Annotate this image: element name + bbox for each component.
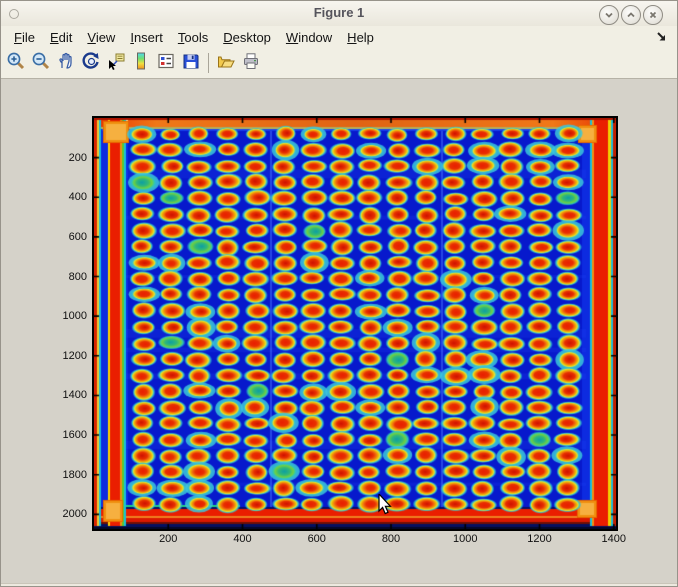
y-tick-label: 1400 bbox=[62, 389, 87, 402]
menu-insert[interactable]: Insert bbox=[130, 29, 163, 45]
window-title: Figure 1 bbox=[313, 5, 365, 20]
colorbar-icon bbox=[131, 51, 151, 76]
data-cursor-button[interactable] bbox=[105, 52, 126, 74]
y-tick-label: 800 bbox=[68, 270, 87, 283]
toolbar-separator bbox=[208, 53, 209, 73]
open-icon bbox=[216, 51, 236, 76]
zoom-in-icon bbox=[6, 51, 26, 76]
toolbar bbox=[1, 48, 677, 79]
titlebar[interactable]: Figure 1 bbox=[1, 1, 677, 27]
minimize-button[interactable] bbox=[599, 5, 619, 25]
y-tick-label: 400 bbox=[68, 191, 87, 204]
microplate-heatmap-image[interactable] bbox=[94, 118, 616, 529]
window-menu-icon[interactable] bbox=[9, 9, 19, 19]
save-button[interactable] bbox=[180, 52, 201, 74]
y-tick-label: 1600 bbox=[62, 429, 87, 442]
menu-view[interactable]: View bbox=[87, 29, 116, 45]
data-cursor-icon bbox=[106, 51, 126, 76]
open-button[interactable] bbox=[215, 52, 236, 74]
menu-file[interactable]: File bbox=[14, 29, 35, 45]
figure-canvas-area: 200 400 600 800 1000 1200 1400 1600 1800 2000 200… bbox=[1, 79, 677, 583]
legend-button[interactable] bbox=[155, 52, 176, 74]
y-tick-label: 1200 bbox=[62, 349, 87, 362]
y-tick-label: 600 bbox=[68, 230, 87, 243]
x-tick-label: 200 bbox=[159, 533, 178, 545]
y-tick-label: 1000 bbox=[62, 310, 87, 323]
y-tick-label: 2000 bbox=[62, 508, 87, 521]
x-tick-label: 600 bbox=[307, 533, 326, 545]
zoom-out-icon bbox=[31, 51, 51, 76]
maximize-button[interactable] bbox=[621, 5, 641, 25]
zoom-in-button[interactable] bbox=[5, 52, 26, 74]
colorbar-button[interactable] bbox=[130, 52, 151, 74]
window-bottom-border bbox=[1, 583, 677, 586]
legend-icon bbox=[156, 51, 176, 76]
menu-window[interactable]: Window bbox=[285, 29, 333, 45]
close-button[interactable] bbox=[643, 5, 663, 25]
x-tick-label: 1000 bbox=[453, 533, 478, 545]
menu-help[interactable]: Help bbox=[347, 29, 374, 45]
print-button[interactable] bbox=[240, 52, 261, 74]
menu-desktop[interactable]: Desktop bbox=[223, 29, 271, 45]
dock-figure-icon[interactable] bbox=[655, 31, 669, 45]
menu-edit[interactable]: Edit bbox=[49, 29, 73, 45]
print-icon bbox=[241, 51, 261, 76]
y-tick-label: 200 bbox=[68, 151, 87, 164]
rotate-3d-icon bbox=[81, 51, 101, 76]
menu-tools[interactable]: Tools bbox=[177, 29, 209, 45]
x-tick-label: 400 bbox=[233, 533, 252, 545]
x-tick-label: 800 bbox=[381, 533, 401, 545]
y-tick-label: 1800 bbox=[62, 468, 87, 481]
pan-button[interactable] bbox=[55, 52, 76, 74]
axes-border bbox=[92, 116, 618, 531]
save-icon bbox=[181, 51, 201, 76]
pan-icon bbox=[56, 51, 76, 76]
rotate-3d-button[interactable] bbox=[80, 51, 101, 76]
zoom-out-button[interactable] bbox=[30, 52, 51, 74]
menubar: File Edit View Insert Tools Desktop Window Help bbox=[1, 26, 677, 48]
x-tick-label: 1400 bbox=[601, 533, 626, 545]
x-tick-label: 1200 bbox=[527, 533, 552, 545]
